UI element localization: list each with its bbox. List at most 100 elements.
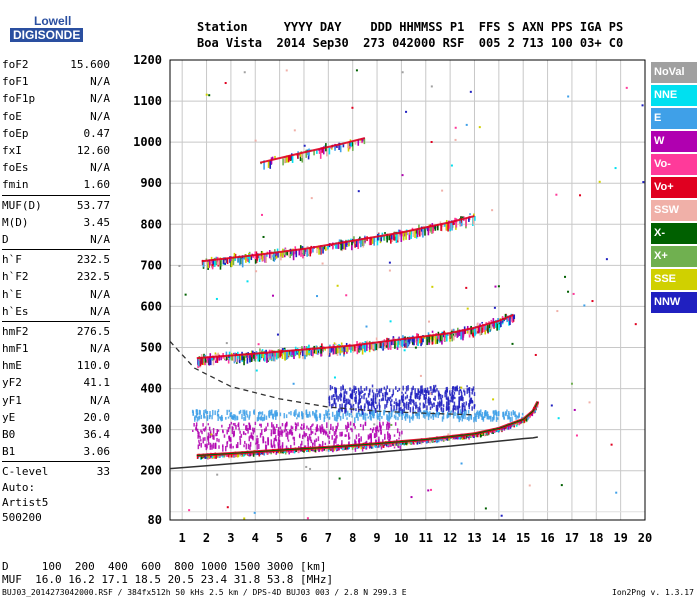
echo-point [336, 416, 338, 422]
echo-point [206, 454, 209, 459]
echo-point [355, 434, 358, 440]
echo-point [264, 441, 267, 444]
echo-point [273, 253, 276, 262]
echo-point [369, 427, 372, 431]
echo-point [230, 443, 232, 449]
echo-point [199, 358, 202, 367]
echo-point [350, 141, 352, 147]
echo-point [472, 327, 474, 333]
echo-point [451, 436, 454, 440]
echo-point [251, 452, 253, 456]
echo-point [270, 411, 272, 416]
echo-point [274, 351, 276, 357]
echo-point [330, 403, 333, 409]
echo-point [358, 437, 360, 443]
echo-point [346, 410, 349, 416]
echo-point [393, 405, 395, 411]
echo-point [470, 397, 473, 401]
echo-point [237, 422, 240, 428]
echo-point [212, 356, 215, 366]
echo-point [503, 318, 505, 322]
echo-point [475, 411, 478, 417]
echo-point [427, 226, 430, 236]
echo-point [284, 251, 287, 256]
echo-point [396, 231, 399, 240]
echo-point [350, 413, 352, 416]
legend-item: SSW [651, 200, 697, 221]
echo-point [494, 319, 497, 328]
echo-point [373, 237, 375, 246]
echo-point [518, 412, 520, 417]
echo-point [490, 324, 492, 330]
echo-point [202, 356, 204, 364]
echo-point [463, 409, 466, 415]
echo-point [328, 413, 331, 416]
echo-point [415, 229, 417, 234]
echo-point [369, 444, 371, 449]
echo-point [315, 438, 318, 442]
echo-point [409, 395, 412, 399]
echo-point [328, 244, 331, 248]
echo-point [359, 391, 361, 395]
echo-point [288, 431, 290, 435]
echo-point [358, 440, 360, 446]
echo-point [198, 431, 200, 438]
echo-point [389, 434, 392, 440]
echo-point [323, 413, 325, 417]
echo-point [440, 407, 442, 410]
echo-point [354, 417, 356, 423]
echo-point [231, 415, 234, 419]
echo-point [531, 412, 534, 417]
echo-point [327, 409, 330, 413]
echo-point [378, 404, 381, 410]
echo-point [389, 340, 392, 350]
distance-row: D 100 200 400 600 800 1000 1500 3000 [km… [2, 560, 327, 573]
echo-point [312, 348, 314, 356]
echo-point [197, 444, 200, 450]
echo-point [442, 437, 445, 442]
echo-point [437, 412, 440, 416]
echo-point [242, 356, 244, 361]
echo-point [278, 450, 281, 454]
echo-point [508, 412, 510, 418]
echo-point [354, 240, 356, 248]
echo-point [289, 351, 292, 355]
echo-point [211, 356, 213, 361]
echo-point [415, 404, 417, 410]
param-row: h`F2 232.5 [2, 268, 110, 285]
echo-point [403, 416, 406, 419]
echo-point [455, 218, 458, 228]
param-value: 3.06 [83, 445, 111, 459]
echo-point [316, 246, 319, 249]
echo-point [207, 357, 209, 361]
echo-point [336, 434, 338, 439]
echo-point [313, 439, 316, 443]
echo-point [460, 390, 463, 394]
echo-point [204, 357, 207, 363]
echo-point [347, 398, 349, 405]
divider [2, 249, 110, 251]
echo-point [510, 316, 512, 319]
echo-point [258, 353, 261, 362]
echo-point [404, 391, 407, 394]
echo-point [410, 399, 413, 402]
noise-point [556, 310, 559, 313]
echo-point [235, 444, 238, 449]
x-tick-label: 7 [325, 531, 332, 545]
echo-point [333, 397, 335, 404]
echo-point [248, 251, 251, 256]
x-tick-label: 14 [492, 531, 506, 545]
echo-point [245, 443, 248, 450]
echo-point [328, 147, 331, 155]
echo-point [491, 416, 494, 422]
echo-point [341, 346, 343, 352]
echo-point [409, 400, 411, 405]
echo-point [452, 398, 454, 403]
footer-version: Ion2Png v. 1.3.17 [612, 588, 694, 597]
param-name: hmF2 [2, 324, 29, 338]
echo-point [331, 395, 333, 401]
echo-point [388, 412, 391, 417]
echo-point [252, 429, 255, 435]
echo-point [457, 408, 459, 414]
echo-point [287, 349, 290, 357]
